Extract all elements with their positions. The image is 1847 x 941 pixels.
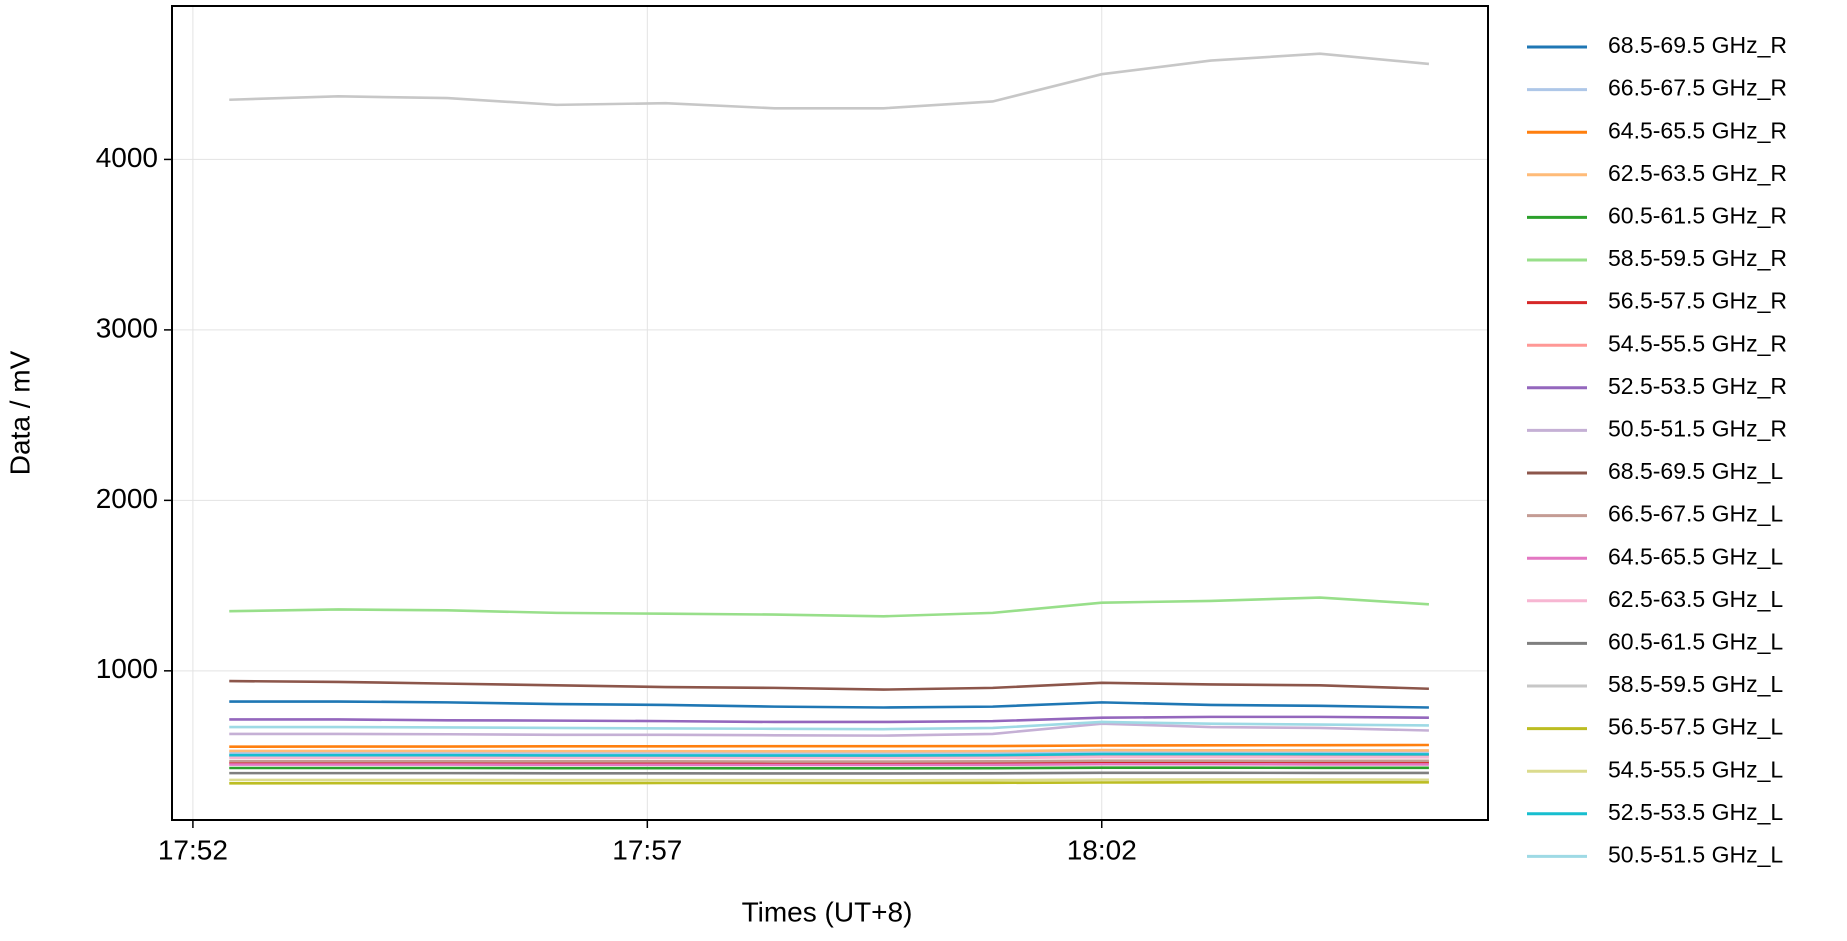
legend-label: 62.5-63.5 GHz_R	[1608, 160, 1787, 186]
y-tick-label: 2000	[96, 483, 158, 514]
x-tick-label: 17:57	[612, 834, 682, 865]
line	[229, 781, 1429, 785]
line	[229, 750, 1429, 755]
legend-label: 64.5-65.5 GHz_R	[1608, 117, 1787, 143]
line	[229, 748, 1429, 753]
legend-label: 66.5-67.5 GHz_R	[1608, 75, 1787, 101]
line	[229, 743, 1429, 748]
legend-label: 56.5-57.5 GHz_L	[1608, 714, 1783, 740]
line	[229, 752, 1429, 757]
legend-label: 54.5-55.5 GHz_R	[1608, 330, 1787, 356]
legend-label: 54.5-55.5 GHz_L	[1608, 756, 1783, 782]
line	[229, 755, 1429, 760]
line	[229, 720, 1429, 731]
line	[229, 679, 1429, 691]
legend-label: 62.5-63.5 GHz_L	[1608, 586, 1783, 612]
legend-label: 68.5-69.5 GHz_R	[1608, 32, 1787, 58]
legend-label: 52.5-53.5 GHz_L	[1608, 799, 1783, 825]
y-axis-label: Data / mV	[4, 350, 35, 475]
line	[229, 596, 1430, 618]
line	[229, 52, 1430, 110]
plot-frame	[171, 5, 1489, 821]
legend-label: 64.5-65.5 GHz_L	[1608, 543, 1783, 569]
line	[229, 715, 1429, 724]
y-tick-label: 4000	[96, 142, 158, 173]
x-tick-label: 17:52	[158, 834, 228, 865]
line	[229, 771, 1429, 775]
legend-label: 58.5-59.5 GHz_L	[1608, 671, 1783, 697]
line	[229, 722, 1429, 737]
legend-label: 52.5-53.5 GHz_R	[1608, 373, 1787, 399]
y-tick-label: 1000	[96, 653, 158, 684]
line	[229, 778, 1429, 782]
line	[229, 761, 1429, 765]
legend-label: 50.5-51.5 GHz_R	[1608, 415, 1787, 441]
y-tick-label: 3000	[96, 312, 158, 343]
legend-label: 60.5-61.5 GHz_R	[1608, 202, 1787, 228]
legend-label: 68.5-69.5 GHz_L	[1608, 458, 1783, 484]
legend-label: 56.5-57.5 GHz_R	[1608, 288, 1787, 314]
line	[229, 759, 1429, 763]
legend-label: 50.5-51.5 GHz_L	[1608, 841, 1783, 867]
line	[229, 700, 1429, 709]
line	[229, 762, 1429, 767]
legend-label: 60.5-61.5 GHz_L	[1608, 628, 1783, 654]
legend-label: 58.5-59.5 GHz_R	[1608, 245, 1787, 271]
legend-label: 66.5-67.5 GHz_L	[1608, 501, 1783, 527]
x-axis-label: Times (UT+8)	[742, 896, 913, 927]
x-tick-label: 18:02	[1067, 834, 1137, 865]
line	[229, 766, 1429, 770]
